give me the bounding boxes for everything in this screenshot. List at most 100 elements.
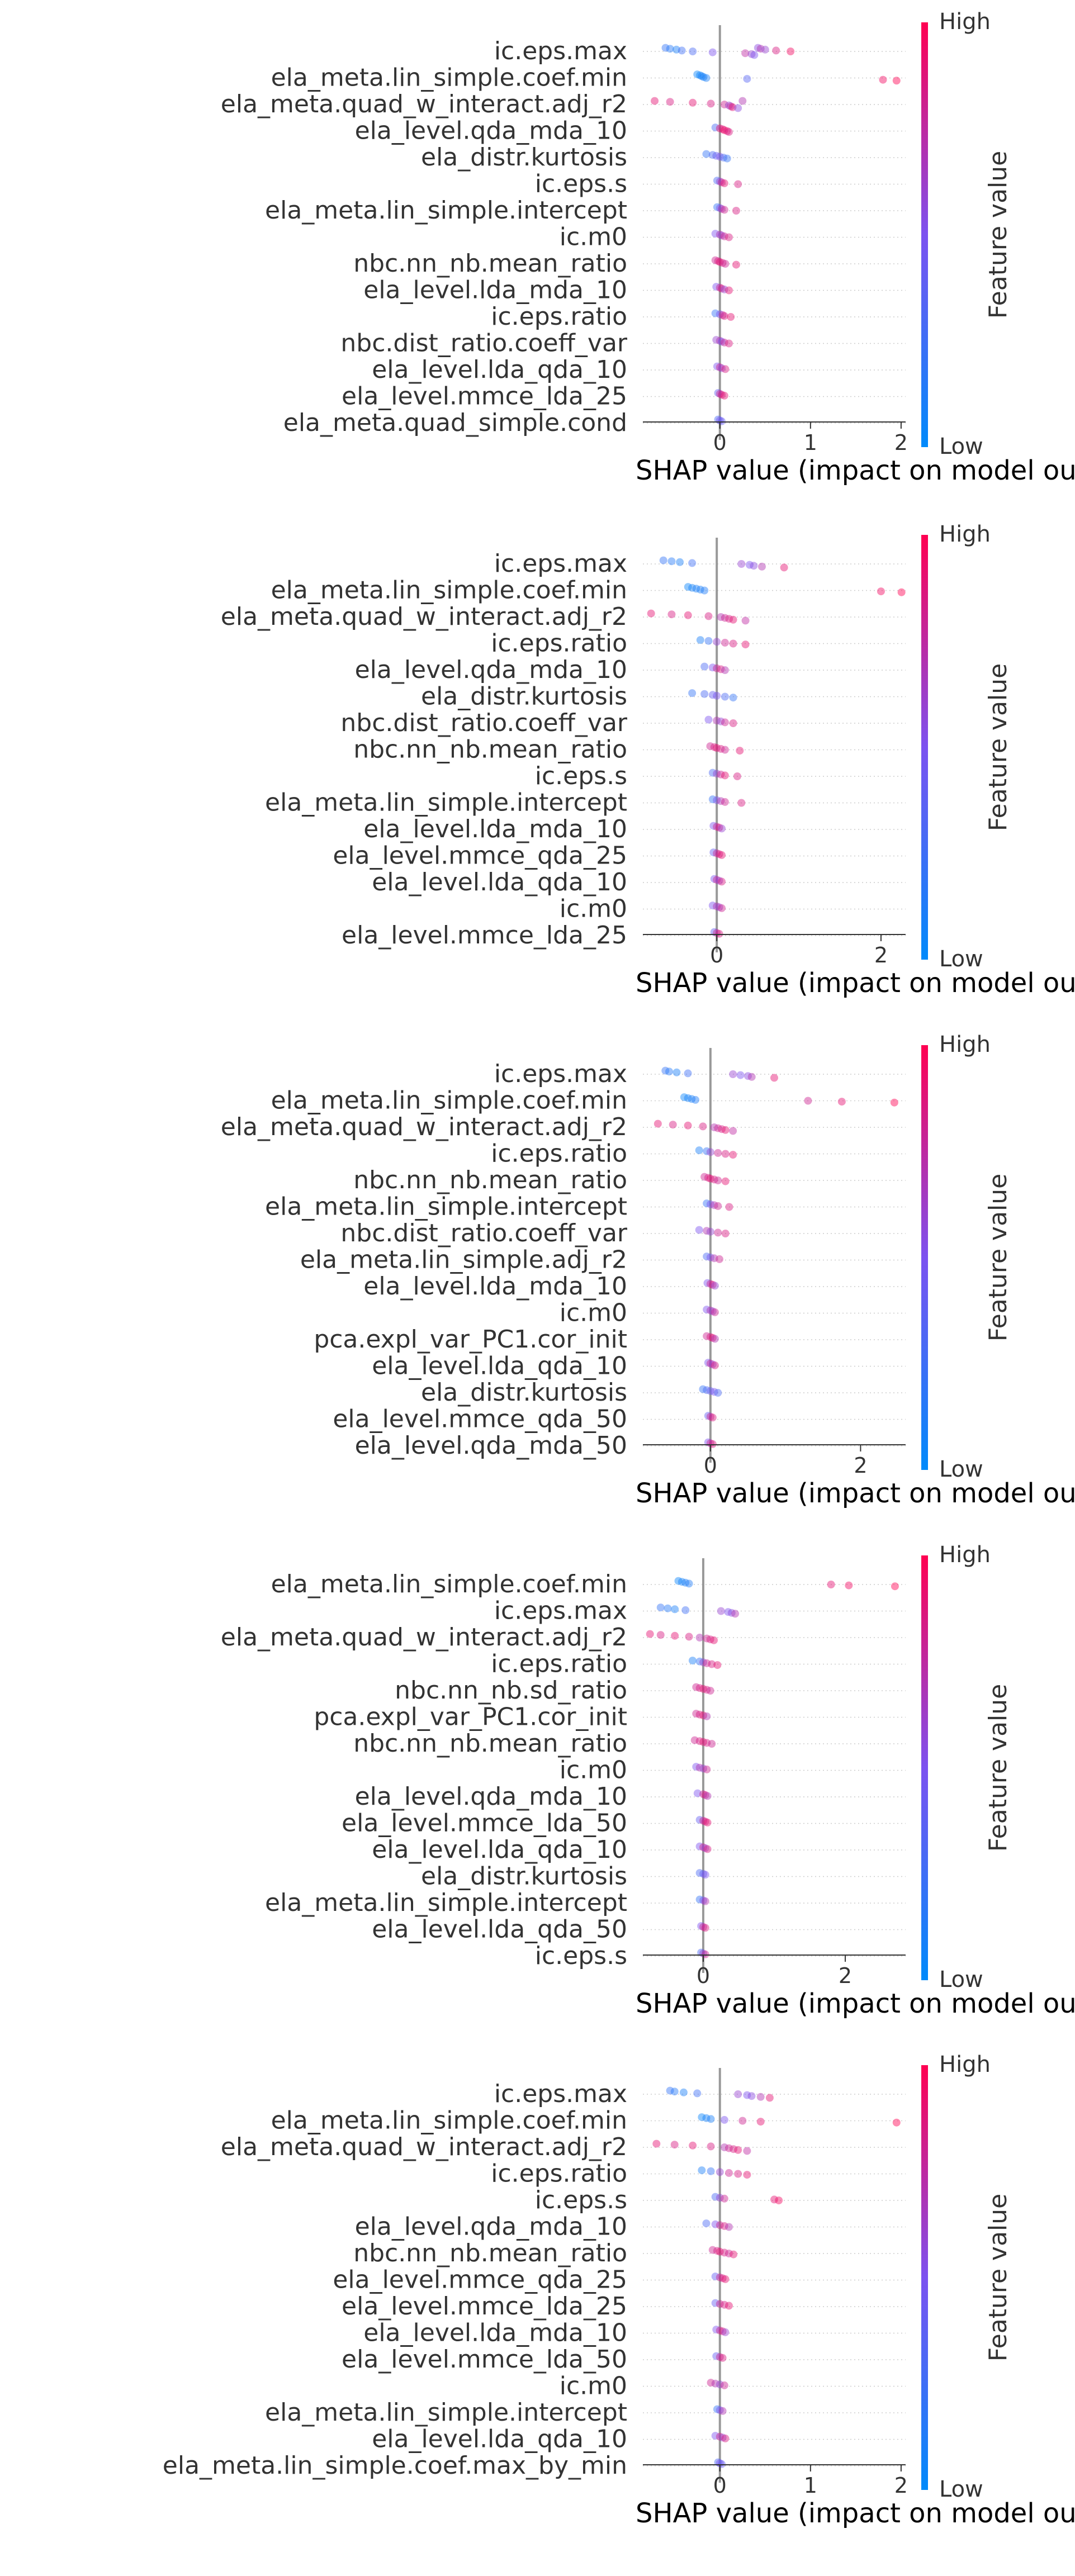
shap-point [695,1869,704,1877]
shap-point [706,1174,714,1183]
feature-label: nbc.dist_ratio.coeff_var [340,709,627,737]
colorbar-title: Feature value [984,2194,1012,2361]
feature-label: ela_level.lda_qda_10 [372,1835,627,1864]
shap-point [692,585,700,593]
shap-point [713,876,721,884]
shap-point [656,1631,665,1639]
shap-point [692,1683,700,1691]
shap-point [720,285,728,293]
shap-point [680,1093,688,1102]
shap-point [780,563,788,572]
shap-point [729,1151,737,1159]
shap-point [720,312,728,320]
feature-label: ela_distr.kurtosis [421,1862,627,1891]
shap-point [713,362,721,371]
shap-point [708,1334,717,1342]
shap-point [699,1816,707,1825]
shap-point [765,2094,774,2102]
shap-point [700,690,709,698]
colorbar-high-label: High [939,521,991,547]
shap-point [710,743,718,751]
shap-point [723,154,731,163]
shap-point [770,1074,778,1082]
feature-label: ela_level.mmce_lda_50 [342,2345,627,2374]
shap-point [718,284,726,293]
shap-point [653,1119,662,1128]
feature-label: ela_meta.lin_simple.intercept [265,196,627,225]
x-axis-label: SHAP value (impact on model output) [636,2498,1075,2529]
shap-point [701,1897,709,1905]
shap-point [711,2379,719,2388]
shap-point [699,1385,707,1393]
shap-point [702,150,711,158]
colorbar-high-label: High [939,1032,991,1057]
shap-point [710,1175,718,1184]
feature-label: nbc.nn_nb.mean_ratio [353,2239,627,2267]
shap-point [706,1412,714,1421]
feature-label: ela_distr.kurtosis [421,143,627,172]
shap-point [703,1147,711,1155]
shap-point [695,1226,703,1234]
shap-panel-1: ic.eps.maxela_meta.lin_simple.coef.minel… [221,9,1075,486]
feature-label: ela_level.qda_mda_10 [355,1782,627,1811]
shap-point [717,770,725,779]
shap-point [719,154,728,162]
shap-point [706,1306,714,1315]
shap-point [724,2169,733,2177]
shap-point [684,1094,692,1102]
shap-point [720,2143,728,2151]
shap-point [707,99,715,108]
shap-point [716,2326,724,2335]
feature-label: ela_meta.lin_simple.adj_r2 [300,1246,627,1274]
x-tick-label: 2 [894,2473,908,2498]
shap-point [720,338,728,347]
shap-point [879,75,887,84]
shap-point [699,1764,707,1773]
shap-point [708,1413,717,1422]
shap-point [732,207,740,215]
shap-point [695,1763,704,1772]
shap-point [709,848,718,857]
feature-label: ic.eps.max [494,1597,627,1625]
feature-label: ela_meta.lin_simple.coef.min [271,1570,627,1598]
shap-point [718,2407,727,2415]
shap-point [761,45,769,54]
x-tick-label: 2 [839,1963,852,1988]
shap-point [699,1711,707,1720]
shap-point [708,1280,717,1289]
colorbar-low-label: Low [939,1967,983,1993]
shap-point [729,694,737,702]
feature-label: nbc.nn_nb.mean_ratio [353,249,627,278]
shap-point [720,2381,728,2389]
shap-point [693,2089,702,2098]
shap-point [667,610,676,619]
feature-label: ela_level.mmce_lda_25 [342,382,627,411]
shap-point [710,1388,718,1396]
shap-point [667,557,676,566]
feature-label: ela_level.lda_mda_10 [363,1272,627,1301]
shap-point [716,230,724,239]
shap-point [716,2273,724,2281]
feature-label: ela_level.qda_mda_10 [355,2213,627,2241]
shap-point [721,2275,730,2283]
shap-point [729,1127,737,1135]
shap-point [718,205,726,213]
shap-point [729,639,737,648]
shap-point [716,390,724,398]
shap-point [695,1895,704,1904]
shap-point [711,309,719,317]
shap-point [711,230,719,238]
feature-label: ic.eps.ratio [491,629,627,658]
feature-label: nbc.nn_nb.mean_ratio [353,1729,627,1758]
feature-label: ela_level.lda_qda_10 [372,868,627,896]
feature-label: nbc.dist_ratio.coeff_var [340,1219,627,1247]
x-tick-label: 2 [874,943,888,967]
shap-point [696,585,704,594]
shap-point [688,1095,696,1103]
shap-point [708,663,717,672]
shap-point [698,72,706,80]
feature-label: ela_level.lda_mda_10 [363,276,627,305]
colorbar-title: Feature value [984,151,1012,319]
